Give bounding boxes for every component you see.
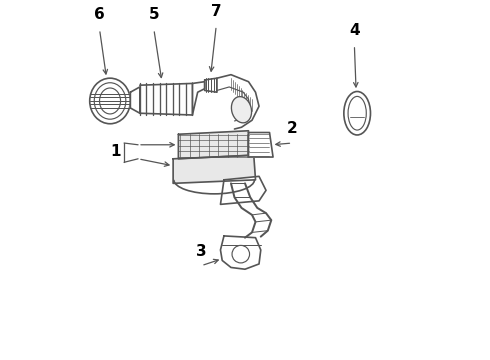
Polygon shape	[130, 87, 140, 113]
Ellipse shape	[344, 91, 370, 135]
Text: 7: 7	[211, 4, 221, 19]
Text: 1: 1	[110, 144, 121, 159]
Polygon shape	[220, 176, 266, 204]
Text: 6: 6	[94, 7, 105, 22]
Polygon shape	[178, 131, 248, 159]
Ellipse shape	[231, 96, 251, 123]
Text: 4: 4	[349, 23, 360, 38]
Polygon shape	[248, 132, 273, 157]
Polygon shape	[173, 155, 255, 183]
Polygon shape	[193, 82, 205, 115]
Text: 2: 2	[287, 121, 298, 136]
Polygon shape	[220, 236, 261, 269]
Polygon shape	[205, 78, 217, 92]
Ellipse shape	[90, 78, 130, 124]
Text: 3: 3	[196, 244, 206, 259]
Text: 5: 5	[148, 7, 159, 22]
